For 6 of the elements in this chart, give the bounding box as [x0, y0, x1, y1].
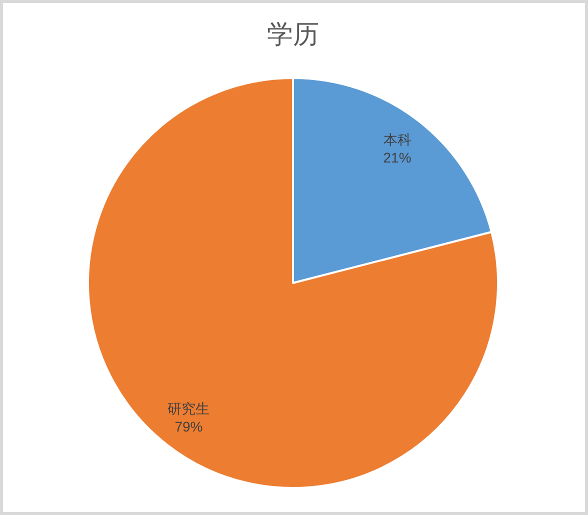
data-label: 21% — [383, 150, 412, 166]
chart-title: 学历 — [267, 20, 319, 49]
pie-slice — [87, 77, 499, 489]
slice-label: 研究生 — [168, 400, 210, 416]
data-label: 79% — [174, 418, 203, 434]
slice-label: 本科 — [383, 132, 412, 148]
